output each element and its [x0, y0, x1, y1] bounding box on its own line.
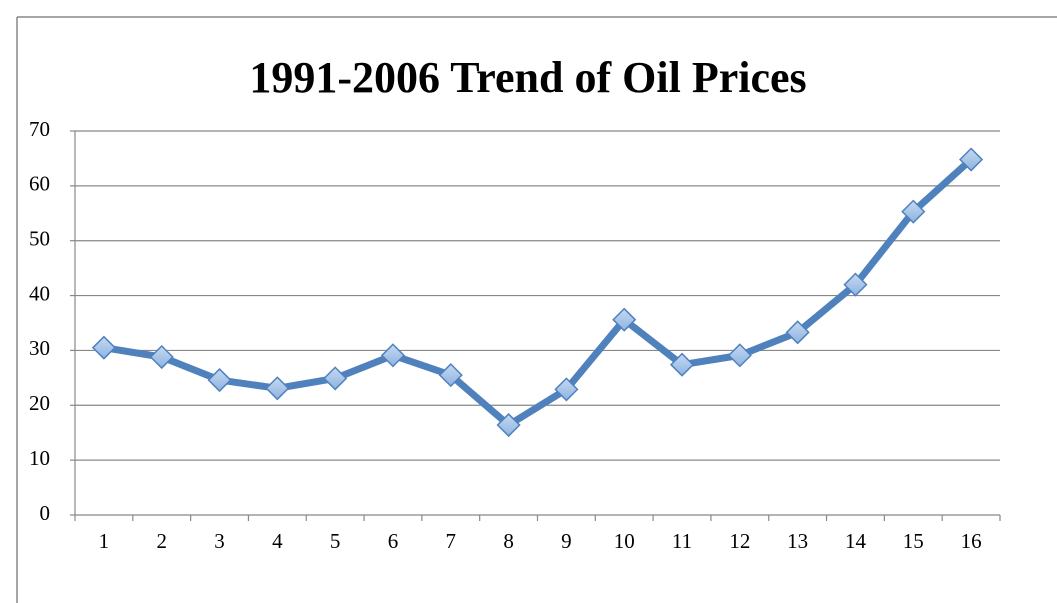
x-tick-label: 7 — [446, 529, 457, 553]
y-tick-label: 70 — [29, 117, 50, 141]
marker — [323, 366, 348, 391]
marker — [727, 343, 752, 368]
y-tick-label: 40 — [29, 281, 50, 305]
x-tick-label: 13 — [787, 529, 808, 553]
marker — [785, 320, 810, 345]
y-tick-label: 20 — [29, 391, 50, 415]
x-tick-label: 5 — [330, 529, 341, 553]
marker — [843, 272, 868, 297]
x-tick-label: 12 — [729, 529, 750, 553]
marker — [265, 376, 290, 401]
y-tick-label: 50 — [29, 227, 50, 251]
x-tick-label: 3 — [214, 529, 225, 553]
x-tick-label: 2 — [156, 529, 167, 553]
marker — [380, 343, 406, 368]
chart-title: 1991-2006 Trend of Oil Prices — [249, 53, 806, 102]
x-tick-label: 14 — [845, 529, 867, 553]
x-tick-label: 6 — [388, 529, 399, 553]
x-tick-label: 15 — [903, 529, 924, 553]
marker — [91, 335, 116, 360]
y-tick-label: 60 — [29, 172, 50, 196]
x-tick-label: 9 — [561, 529, 572, 553]
marker — [612, 307, 637, 332]
line — [103, 156, 974, 429]
marker — [496, 412, 521, 438]
marker — [901, 199, 926, 224]
x-tick-label: 1 — [99, 529, 110, 553]
marker — [207, 367, 232, 393]
marker — [669, 352, 695, 377]
y-tick-label: 0 — [40, 501, 51, 525]
marker — [149, 344, 174, 370]
x-tick-label: 10 — [614, 529, 635, 553]
x-tick-label: 4 — [272, 529, 283, 553]
x-tick-label: 11 — [672, 529, 692, 553]
x-tick-label: 8 — [503, 529, 514, 553]
marker — [959, 147, 984, 172]
y-tick-label: 10 — [29, 446, 50, 470]
marker — [554, 377, 579, 402]
y-tick-label: 30 — [29, 336, 50, 360]
marker — [438, 363, 463, 388]
x-tick-label: 16 — [961, 529, 982, 553]
